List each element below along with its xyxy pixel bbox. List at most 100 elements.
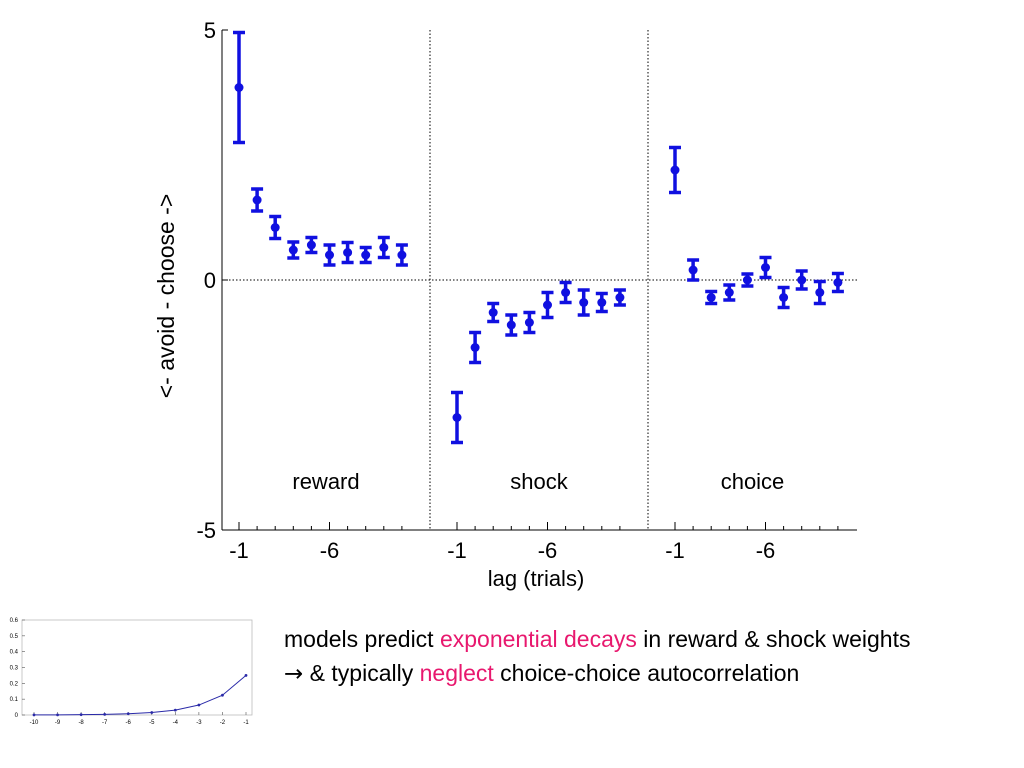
inset-x-tick-label: -6	[126, 720, 132, 726]
data-point	[724, 288, 734, 297]
errorbar-point-reward	[269, 214, 282, 241]
caption-highlight-neglect: neglect	[419, 660, 494, 686]
inset-x-tick-label: -7	[102, 720, 108, 726]
errorbar-point-reward	[251, 187, 264, 213]
data-point	[742, 275, 752, 285]
caption-highlight-exponential: exponential decays	[439, 626, 637, 652]
data-point	[579, 298, 589, 307]
data-point	[252, 195, 262, 205]
data-point	[815, 288, 825, 297]
x-axis-label: lag (trials)	[488, 566, 585, 591]
errorbar-point-choice	[705, 289, 718, 306]
caption-line2-post: choice-choice autocorrelation	[493, 660, 800, 686]
inset-x-tick-label: -8	[78, 720, 84, 726]
caption-line1-post: in reward & shock weights	[636, 626, 911, 652]
data-point	[325, 250, 334, 260]
data-point	[524, 318, 534, 327]
errorbar-point-choice	[669, 145, 681, 195]
inset-x-tick-label: -4	[173, 720, 179, 726]
inset-point	[126, 712, 130, 716]
inset-x-tick-label: -3	[196, 720, 202, 726]
inset-y-tick-label: 0	[15, 713, 19, 719]
errorbar-point-reward	[341, 240, 354, 265]
data-point	[688, 265, 698, 275]
errorbar-point-choice	[741, 272, 754, 288]
inset-x-tick-label: -9	[55, 720, 61, 726]
data-point	[397, 250, 407, 260]
inset-y-tick-label: 0.3	[10, 666, 19, 672]
data-point	[833, 278, 843, 287]
x-tick-label: -1	[665, 538, 685, 563]
errorbar-point-shock	[595, 291, 608, 314]
inset-point	[173, 708, 177, 712]
errorbar-point-choice	[777, 285, 790, 310]
data-point	[270, 223, 280, 232]
x-tick-label: -6	[320, 538, 340, 563]
inset-series-line	[33, 675, 247, 716]
inset-point	[32, 713, 36, 717]
y-tick-label: 5	[204, 18, 216, 43]
errorbar-point-choice	[813, 279, 826, 306]
y-tick-label: 0	[204, 268, 216, 293]
y-tick-label: -5	[196, 518, 216, 543]
inset-point	[221, 693, 224, 697]
caption: models predict exponential decays in rew…	[284, 626, 984, 695]
inset-y-tick-label: 0.2	[10, 681, 19, 687]
inset-point	[79, 713, 83, 717]
inset-x-tick-label: -2	[220, 720, 226, 726]
errorbar-point-reward	[377, 235, 390, 260]
arrow-icon: →	[284, 661, 304, 687]
inset-x-tick-label: -1	[243, 720, 249, 726]
data-point	[288, 245, 298, 255]
errorbar-point-reward	[323, 243, 336, 267]
errorbar-point-shock	[505, 313, 518, 337]
errorbar-point-reward	[359, 245, 372, 265]
caption-line-1: models predict exponential decays in rew…	[284, 626, 984, 652]
data-point	[797, 275, 807, 285]
data-point	[306, 240, 316, 250]
panel-label-reward: reward	[292, 469, 359, 494]
x-tick-label: -6	[756, 538, 776, 563]
inset-point	[197, 703, 201, 707]
data-point	[543, 300, 552, 310]
errorbar-point-reward	[287, 240, 300, 260]
inset-point	[56, 713, 59, 717]
inset-point	[150, 711, 154, 714]
errorbar-point-shock	[541, 290, 554, 320]
errorbar-point-shock	[469, 330, 482, 365]
data-point	[615, 293, 625, 302]
main-marks	[233, 30, 844, 445]
data-point	[506, 320, 516, 330]
data-point	[488, 308, 498, 317]
y-axis-label: <- avoid - choose ->	[153, 194, 179, 399]
errorbar-point-choice	[759, 255, 772, 280]
data-point	[361, 250, 371, 260]
errorbar-point-shock	[613, 288, 626, 307]
panel-label-choice: choice	[721, 469, 785, 494]
x-tick-label: -1	[229, 538, 249, 563]
inset-point	[244, 674, 248, 677]
data-point	[779, 293, 789, 302]
data-point	[597, 298, 607, 307]
errorbar-point-reward	[233, 30, 245, 145]
caption-line2-pre: & typically	[303, 660, 420, 686]
inset-y-tick-label: 0.4	[10, 650, 19, 656]
inset-x-tick-label: -10	[30, 720, 39, 726]
data-point	[470, 343, 480, 352]
errorbar-point-reward	[305, 235, 318, 255]
inset-y-tick-label: 0.6	[10, 618, 19, 624]
inset-chart: 0 0.1 0.2 0.3 0.4 0.5 0.6 -10 -9 -8 -7 -6 -5 -4 -3 -2 -1	[10, 618, 253, 726]
data-point	[379, 243, 389, 252]
errorbar-point-choice	[831, 271, 844, 294]
inset-y-tick-label: 0.5	[10, 634, 19, 640]
errorbar-point-reward	[395, 243, 408, 267]
x-tick-label: -1	[447, 538, 467, 563]
errorbar-point-shock	[451, 390, 463, 445]
errorbar-point-choice	[687, 258, 700, 282]
data-point	[561, 288, 571, 297]
data-point	[234, 83, 244, 92]
errorbar-point-shock	[577, 288, 590, 317]
main-axes: 5 0 -5 <- avoid - choose -> lag (trials) rewa…	[153, 18, 857, 591]
data-point	[761, 263, 770, 272]
x-tick-label: -6	[538, 538, 558, 563]
